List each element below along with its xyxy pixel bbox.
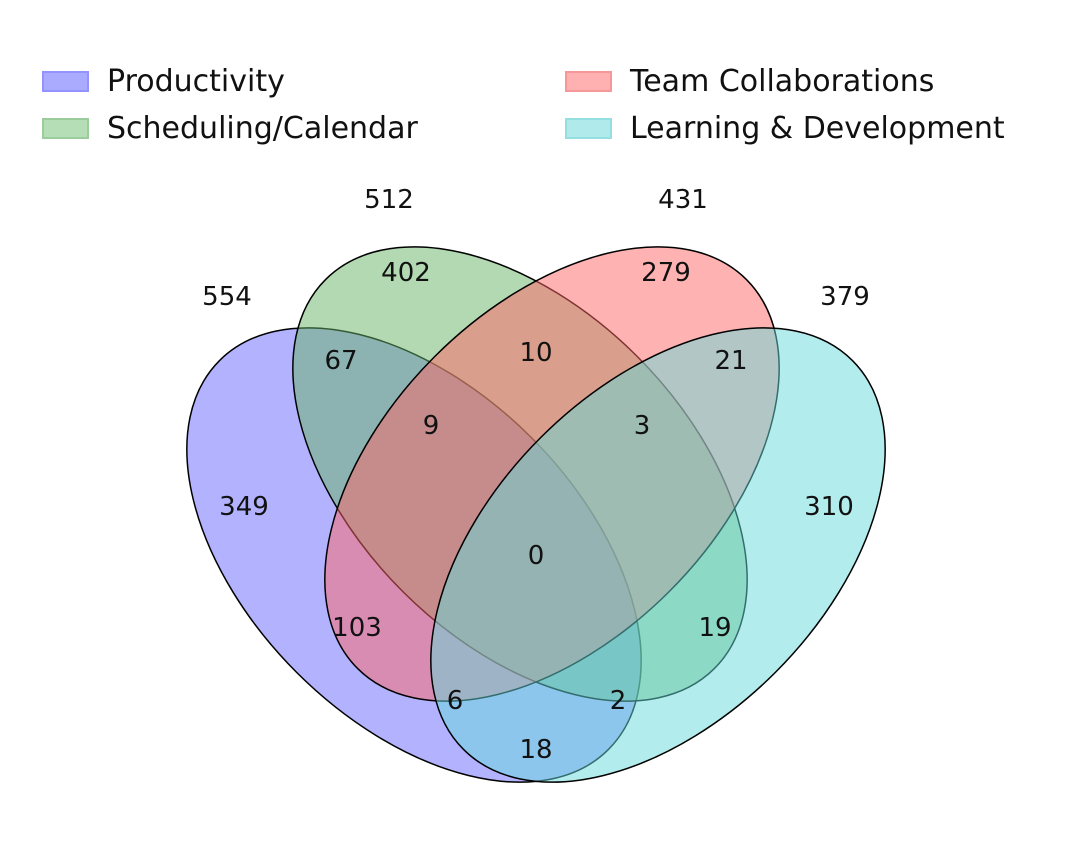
legend-swatch-productivity [42,70,89,92]
set-total-productivity: 554 [202,282,252,312]
legend-label-learning-development: Learning & Development [630,110,1005,146]
legend-label-productivity: Productivity [107,63,285,99]
region-count: 349 [219,492,269,522]
set-total-learning-development: 379 [820,282,870,312]
region-count: 103 [332,613,382,643]
region-count: 310 [804,492,854,522]
set-learning-development-ellipse [430,327,886,783]
region-count: 402 [381,258,431,288]
legend-swatch-team-collaborations [565,70,612,92]
legend: Productivity Scheduling/Calendar Team Co… [0,56,1072,156]
legend-swatch-scheduling-calendar [42,117,89,139]
region-count: 67 [324,346,357,376]
region-count: 279 [641,258,691,288]
legend-item-productivity: Productivity [42,63,285,99]
set-total-scheduling-calendar: 512 [364,185,414,215]
region-count: 6 [447,686,464,716]
legend-swatch-learning-development [565,117,612,139]
region-count: 3 [634,411,651,441]
region-count: 0 [528,541,545,571]
legend-item-scheduling-calendar: Scheduling/Calendar [42,110,418,146]
region-count: 18 [519,735,552,765]
legend-label-team-collaborations: Team Collaborations [630,63,935,99]
legend-label-scheduling-calendar: Scheduling/Calendar [107,110,418,146]
region-count: 2 [610,686,627,716]
legend-item-team-collaborations: Team Collaborations [565,63,935,99]
legend-item-learning-development: Learning & Development [565,110,1005,146]
region-count: 9 [423,411,440,441]
region-count: 19 [698,613,731,643]
region-count: 21 [714,346,747,376]
region-count: 10 [519,338,552,368]
set-total-team-collaborations: 431 [658,185,708,215]
